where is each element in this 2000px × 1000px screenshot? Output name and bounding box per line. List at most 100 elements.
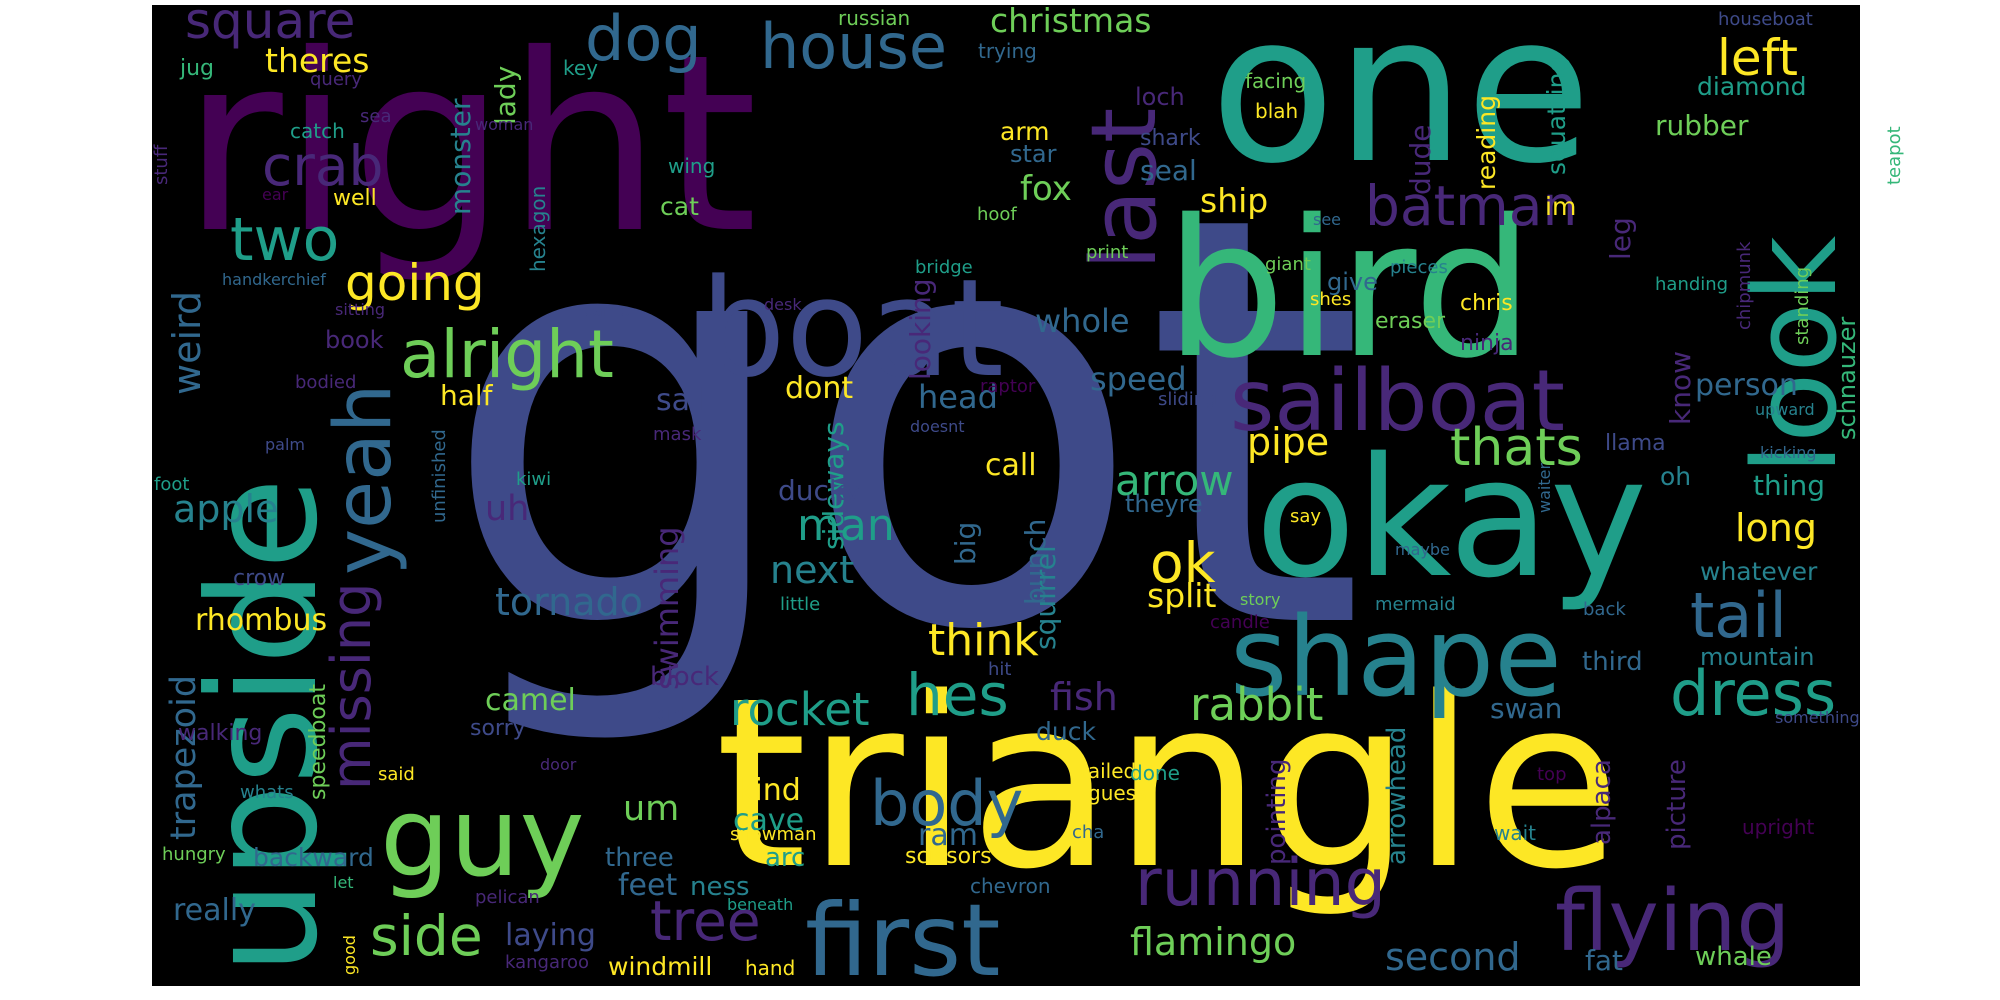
word-ship: ship <box>1200 181 1268 220</box>
word-pipe: pipe <box>1247 420 1329 464</box>
word-dude: dude <box>1404 124 1437 195</box>
word-giant: giant <box>1265 254 1311 275</box>
word-flying: flying <box>1555 872 1790 971</box>
word-um: um <box>623 789 679 829</box>
word-jug: jug <box>179 56 214 81</box>
word-ok: ok <box>1150 531 1216 595</box>
word-bird: bird <box>1165 179 1534 400</box>
word-came: came <box>583 301 630 321</box>
word-foot: foot <box>154 474 189 495</box>
word-top: top <box>1537 764 1567 785</box>
cloud-background <box>152 5 1860 986</box>
word-long: long <box>1735 506 1817 550</box>
word-sailboat: sailboat <box>1230 352 1565 451</box>
word-handing: handing <box>1655 274 1728 295</box>
word-query: query <box>310 69 362 90</box>
word-woman: woman <box>475 115 533 134</box>
word-head: head <box>918 378 998 416</box>
word-beneath: beneath <box>727 895 793 914</box>
word-cha: cha <box>1072 822 1104 843</box>
word-star: star <box>1010 140 1057 168</box>
word-know: know <box>1664 351 1697 425</box>
word-kicking: kicking <box>1760 443 1817 462</box>
word-last: last <box>1072 108 1177 270</box>
word-schnauzer: schnauzer <box>1833 317 1861 440</box>
word-sitting: sitting <box>335 300 385 319</box>
word-guess: guess <box>1088 781 1147 805</box>
word-said: said <box>378 764 415 785</box>
word-maybe: maybe <box>1395 540 1450 559</box>
word-hand: hand <box>745 956 795 980</box>
word-boat: boat <box>700 250 1004 407</box>
word-big: big <box>949 522 982 565</box>
word-reading: reading <box>1472 95 1501 190</box>
word-kiwi: kiwi <box>516 469 551 490</box>
word-looking: looking <box>904 278 937 380</box>
word-upward: upward <box>1755 400 1815 419</box>
word-back: back <box>1583 599 1626 620</box>
word-mermaid: mermaid <box>1375 594 1456 615</box>
word-uh: uh <box>485 489 529 529</box>
word-stuff: stuff <box>151 144 172 185</box>
word-lady: lady <box>489 66 522 125</box>
word-cat: cat <box>660 192 699 221</box>
word-crow: crow <box>233 566 285 591</box>
word-crab: crab <box>262 134 383 198</box>
word-give: give <box>1327 268 1378 296</box>
word-russian: russian <box>838 6 910 30</box>
word-windmill: windmill <box>608 952 712 981</box>
word-sliding: sliding <box>1158 389 1217 410</box>
word-blah: blah <box>1255 99 1298 123</box>
word-ear: ear <box>262 185 289 204</box>
word-diamond: diamond <box>1697 72 1807 101</box>
word-tree: tree <box>650 889 761 953</box>
word-waiter: waiter <box>1535 463 1554 513</box>
word-mountain: mountain <box>1700 643 1814 671</box>
word-laying: laying <box>505 918 596 953</box>
word-rhombus: rhombus <box>195 603 327 638</box>
word-pieces: pieces <box>1390 257 1448 278</box>
word-print: print <box>1086 242 1128 263</box>
word-square: square <box>185 0 355 50</box>
word-block: block <box>650 662 719 692</box>
word-three: three <box>605 843 674 873</box>
word-chris: chris <box>1460 291 1513 316</box>
word-shape: shape <box>1230 593 1562 721</box>
word-standing: standing <box>1792 267 1813 345</box>
word-wait: wait <box>1494 821 1536 845</box>
word-doesnt: doesnt <box>910 417 965 436</box>
word-second: second <box>1385 935 1521 979</box>
word-feet: feet <box>618 868 677 903</box>
word-call: call <box>985 448 1037 483</box>
word-tornado: tornado <box>495 580 643 624</box>
word-dress: dress <box>1670 657 1836 730</box>
word-sail: sail <box>656 383 707 418</box>
word-speed: speed <box>1090 360 1187 398</box>
word-dog: dog <box>585 2 702 75</box>
word-hexagon: hexagon <box>526 186 550 272</box>
word-upright: upright <box>1742 815 1815 839</box>
word-ninja: ninja <box>1460 331 1514 356</box>
word-eraser: eraser <box>1375 309 1446 334</box>
word-im: im <box>1545 192 1576 221</box>
word-going: going <box>345 254 485 312</box>
word-kangaroo: kangaroo <box>505 952 589 973</box>
word-bodied: bodied <box>295 372 356 393</box>
word-say: say <box>1290 506 1321 527</box>
word-yeah: yeah <box>319 384 409 575</box>
word-left: left <box>1717 29 1798 87</box>
word-done: done <box>1130 761 1180 785</box>
word-upside: upside <box>177 477 351 975</box>
word-leg: leg <box>1604 217 1637 260</box>
word-hes: hes <box>906 661 1009 729</box>
word-third: third <box>1582 647 1643 677</box>
word-scissors: scissors <box>905 844 992 869</box>
word-camel: camel <box>485 683 576 718</box>
word-chevron: chevron <box>970 874 1051 898</box>
word-catch: catch <box>290 119 345 143</box>
word-ducky: ducky <box>778 474 861 507</box>
word-shark: shark <box>1140 126 1201 151</box>
word-tailed: tailed <box>1080 759 1136 783</box>
word-bridge: bridge <box>915 257 973 278</box>
